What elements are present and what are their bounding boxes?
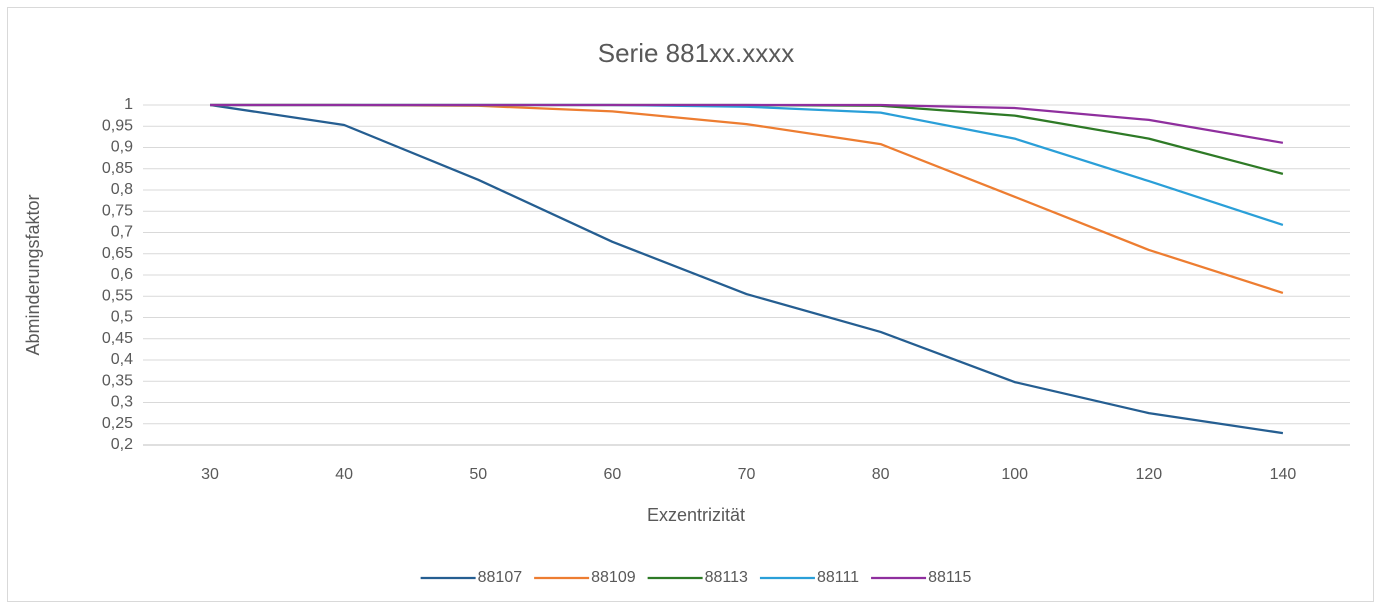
y-tick-label: 1 (124, 96, 133, 113)
y-tick-label: 0,9 (111, 139, 133, 156)
x-axis-label: Exzentrizität (647, 505, 745, 525)
y-tick-label: 0,7 (111, 224, 133, 241)
y-tick-label: 0,5 (111, 309, 133, 326)
series-line (209, 103, 1284, 435)
x-tick-label: 40 (335, 466, 353, 483)
legend-label: 88113 (705, 569, 748, 586)
y-tick-label: 0,2 (111, 436, 133, 453)
y-tick-label: 0,25 (102, 415, 133, 432)
x-tick-label: 100 (1001, 466, 1028, 483)
legend-label: 88107 (478, 569, 523, 586)
x-tick-label: 80 (872, 466, 890, 483)
y-tick-label: 0,4 (111, 351, 133, 368)
legend-label: 88115 (928, 569, 971, 586)
y-tick-label: 0,65 (102, 245, 133, 262)
y-tick-label: 0,35 (102, 372, 133, 389)
x-tick-label: 70 (738, 466, 756, 483)
legend-label: 88109 (591, 569, 636, 586)
legend-label: 88111 (817, 569, 859, 586)
y-tick-label: 0,85 (102, 160, 133, 177)
y-tick-label: 0,45 (102, 330, 133, 347)
y-tick-label: 0,75 (102, 202, 133, 219)
x-tick-label: 120 (1135, 466, 1162, 483)
y-tick-label: 0,8 (111, 181, 133, 198)
y-tick-label: 0,95 (102, 117, 133, 134)
y-tick-label: 0,55 (102, 287, 133, 304)
y-axis-label: Abminderungsfaktor (23, 194, 43, 355)
y-tick-label: 0,3 (111, 394, 133, 411)
x-tick-label: 140 (1270, 466, 1297, 483)
x-tick-label: 30 (201, 466, 219, 483)
x-tick-label: 50 (469, 466, 487, 483)
series-line (210, 103, 1284, 144)
y-tick-label: 0,6 (111, 266, 133, 283)
chart-title: Serie 881xx.xxxx (598, 38, 795, 68)
x-tick-label: 60 (603, 466, 621, 483)
